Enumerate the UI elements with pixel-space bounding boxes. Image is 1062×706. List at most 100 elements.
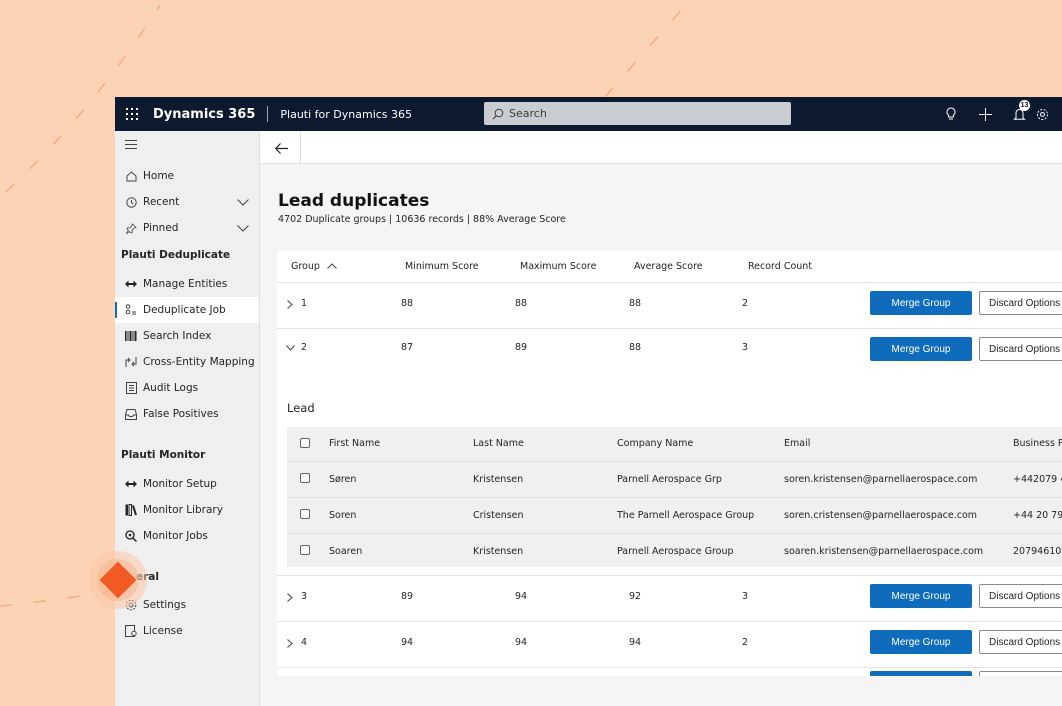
average-score: 94 (629, 637, 642, 648)
group-row[interactable]: 4 94 94 94 2 Merge Group Discard Options (277, 622, 1062, 668)
main-content: Lead duplicates 4702 Duplicate groups | … (260, 131, 1062, 706)
column-header-company-name[interactable]: Company Name (617, 438, 694, 449)
hamburger-menu-button[interactable] (115, 131, 259, 157)
chevron-down-icon[interactable] (237, 223, 249, 235)
table-row[interactable]: Søren Kristensen Parnell Aerospace Grp s… (287, 461, 1062, 497)
last-name: Kristensen (473, 546, 524, 557)
group-row[interactable]: 2 87 89 88 3 Merge Group Discard Options (277, 329, 1062, 367)
sidebar-item-manage-entities[interactable]: Manage Entities (115, 271, 259, 297)
merge-group-button[interactable]: Merge Group (870, 584, 972, 608)
sidebar-item-label: Monitor Setup (143, 478, 217, 490)
divider (267, 106, 269, 122)
column-header-group[interactable]: Group (291, 261, 337, 272)
sidebar-item-home[interactable]: Home (115, 163, 259, 189)
sidebar-item-label: Recent (143, 196, 180, 208)
select-all-checkbox[interactable] (300, 438, 310, 448)
chevron-right-icon[interactable] (287, 300, 293, 309)
sidebar-item-monitor-setup[interactable]: Monitor Setup (115, 471, 259, 497)
sidebar-item-label: Search Index (143, 330, 212, 342)
column-header-average-score[interactable]: Average Score (634, 261, 703, 272)
business-phone: +44 20 794 (1013, 510, 1062, 521)
company-name: Parnell Aerospace Group (617, 546, 734, 557)
divider (277, 575, 1062, 576)
sidebar-item-label: Pinned (143, 222, 179, 234)
table-header: Group Minimum Score Maximum Score Averag… (277, 251, 1062, 283)
inbox-icon (115, 408, 143, 420)
log-icon (115, 382, 143, 394)
group-row[interactable]: 3 89 94 92 3 Merge Group Discard Options (277, 576, 1062, 622)
business-phone: +442079 4 (1013, 474, 1062, 485)
record-count: 3 (742, 591, 749, 602)
command-bar (260, 131, 1062, 164)
sidebar-item-label: Deduplicate Job (143, 304, 226, 316)
maximum-score: 88 (515, 298, 528, 309)
maximum-score: 89 (515, 342, 528, 353)
minimum-score: 94 (401, 637, 414, 648)
search-icon (492, 108, 504, 119)
search-placeholder: Search (509, 107, 547, 120)
column-header-record-count[interactable]: Record Count (748, 261, 813, 272)
group-row[interactable]: 1 88 88 88 2 Merge Group Discard Options (277, 283, 1062, 329)
column-header-last-name[interactable]: Last Name (473, 438, 524, 449)
page-title: Lead duplicates (278, 191, 430, 211)
decorative-diamond (88, 550, 148, 610)
notifications-icon[interactable]: 13 (1002, 100, 1036, 121)
column-header-email[interactable]: Email (784, 438, 811, 449)
chevron-down-icon[interactable] (286, 345, 295, 351)
sidebar: Home Recent Pinned Plauti Deduplicate Ma… (115, 131, 260, 706)
sidebar-section-title: Plauti Monitor (121, 449, 206, 461)
app-name[interactable]: Dynamics 365 (153, 106, 256, 122)
lightbulb-icon[interactable] (934, 107, 968, 121)
sidebar-item-audit-logs[interactable]: Audit Logs (115, 375, 259, 401)
add-icon[interactable] (968, 107, 1002, 121)
group-id: 4 (301, 637, 308, 648)
gear-icon[interactable] (1036, 108, 1062, 121)
sidebar-item-monitor-library[interactable]: Monitor Library (115, 497, 259, 523)
column-header-minimum-score[interactable]: Minimum Score (405, 261, 479, 272)
column-header-business-phone[interactable]: Business Ph (1013, 438, 1062, 449)
minimum-score: 88 (401, 298, 414, 309)
sidebar-item-pinned[interactable]: Pinned (115, 215, 259, 241)
hamburger-icon (115, 139, 143, 149)
discard-options-button[interactable]: Discard Options (979, 584, 1062, 608)
column-header-maximum-score[interactable]: Maximum Score (520, 261, 597, 272)
records-header: First Name Last Name Company Name Email … (287, 427, 1062, 461)
sidebar-item-cross-entity-mapping[interactable]: Cross-Entity Mapping (115, 349, 259, 375)
sidebar-item-monitor-jobs[interactable]: Monitor Jobs (115, 523, 259, 549)
merge-group-button[interactable]: Merge Group (870, 291, 972, 315)
sidebar-item-label: Cross-Entity Mapping (143, 356, 255, 368)
notification-badge: 13 (1019, 100, 1030, 111)
sidebar-item-license[interactable]: License (115, 618, 259, 644)
discard-options-button[interactable]: Discard Options (979, 291, 1062, 315)
maximum-score: 94 (515, 637, 528, 648)
row-checkbox[interactable] (300, 545, 310, 555)
row-checkbox[interactable] (300, 509, 310, 519)
chevron-right-icon[interactable] (287, 639, 293, 648)
merge-group-button[interactable]: Merge Group (870, 337, 972, 361)
chevron-down-icon[interactable] (237, 197, 249, 209)
column-header-first-name[interactable]: First Name (329, 438, 381, 449)
discard-options-button-partial[interactable] (979, 671, 1062, 676)
app-module-name[interactable]: Plauti for Dynamics 365 (280, 107, 413, 121)
discard-options-button[interactable]: Discard Options (979, 630, 1062, 654)
sidebar-section-title: Plauti Deduplicate (121, 249, 231, 261)
top-bar: Dynamics 365 Plauti for Dynamics 365 Sea… (115, 97, 1062, 131)
table-row[interactable]: Soaren Kristensen Parnell Aerospace Grou… (287, 533, 1062, 567)
minimum-score: 87 (401, 342, 414, 353)
row-checkbox[interactable] (300, 473, 310, 483)
entity-label: Lead (287, 401, 315, 415)
clock-icon (115, 196, 143, 208)
average-score: 92 (629, 591, 642, 602)
app-launcher-icon[interactable] (120, 102, 144, 126)
table-row[interactable]: Soren Cristensen The Parnell Aerospace G… (287, 497, 1062, 533)
chevron-right-icon[interactable] (287, 593, 293, 602)
sidebar-item-recent[interactable]: Recent (115, 189, 259, 215)
merge-group-button[interactable]: Merge Group (870, 630, 972, 654)
sidebar-item-search-index[interactable]: Search Index (115, 323, 259, 349)
back-button[interactable] (268, 138, 294, 158)
merge-group-button-partial[interactable] (870, 671, 972, 676)
sidebar-item-false-positives[interactable]: False Positives (115, 401, 259, 427)
sidebar-item-deduplicate-job[interactable]: Deduplicate Job (115, 297, 259, 323)
search-input[interactable]: Search (484, 102, 791, 125)
discard-options-button[interactable]: Discard Options (979, 337, 1062, 361)
